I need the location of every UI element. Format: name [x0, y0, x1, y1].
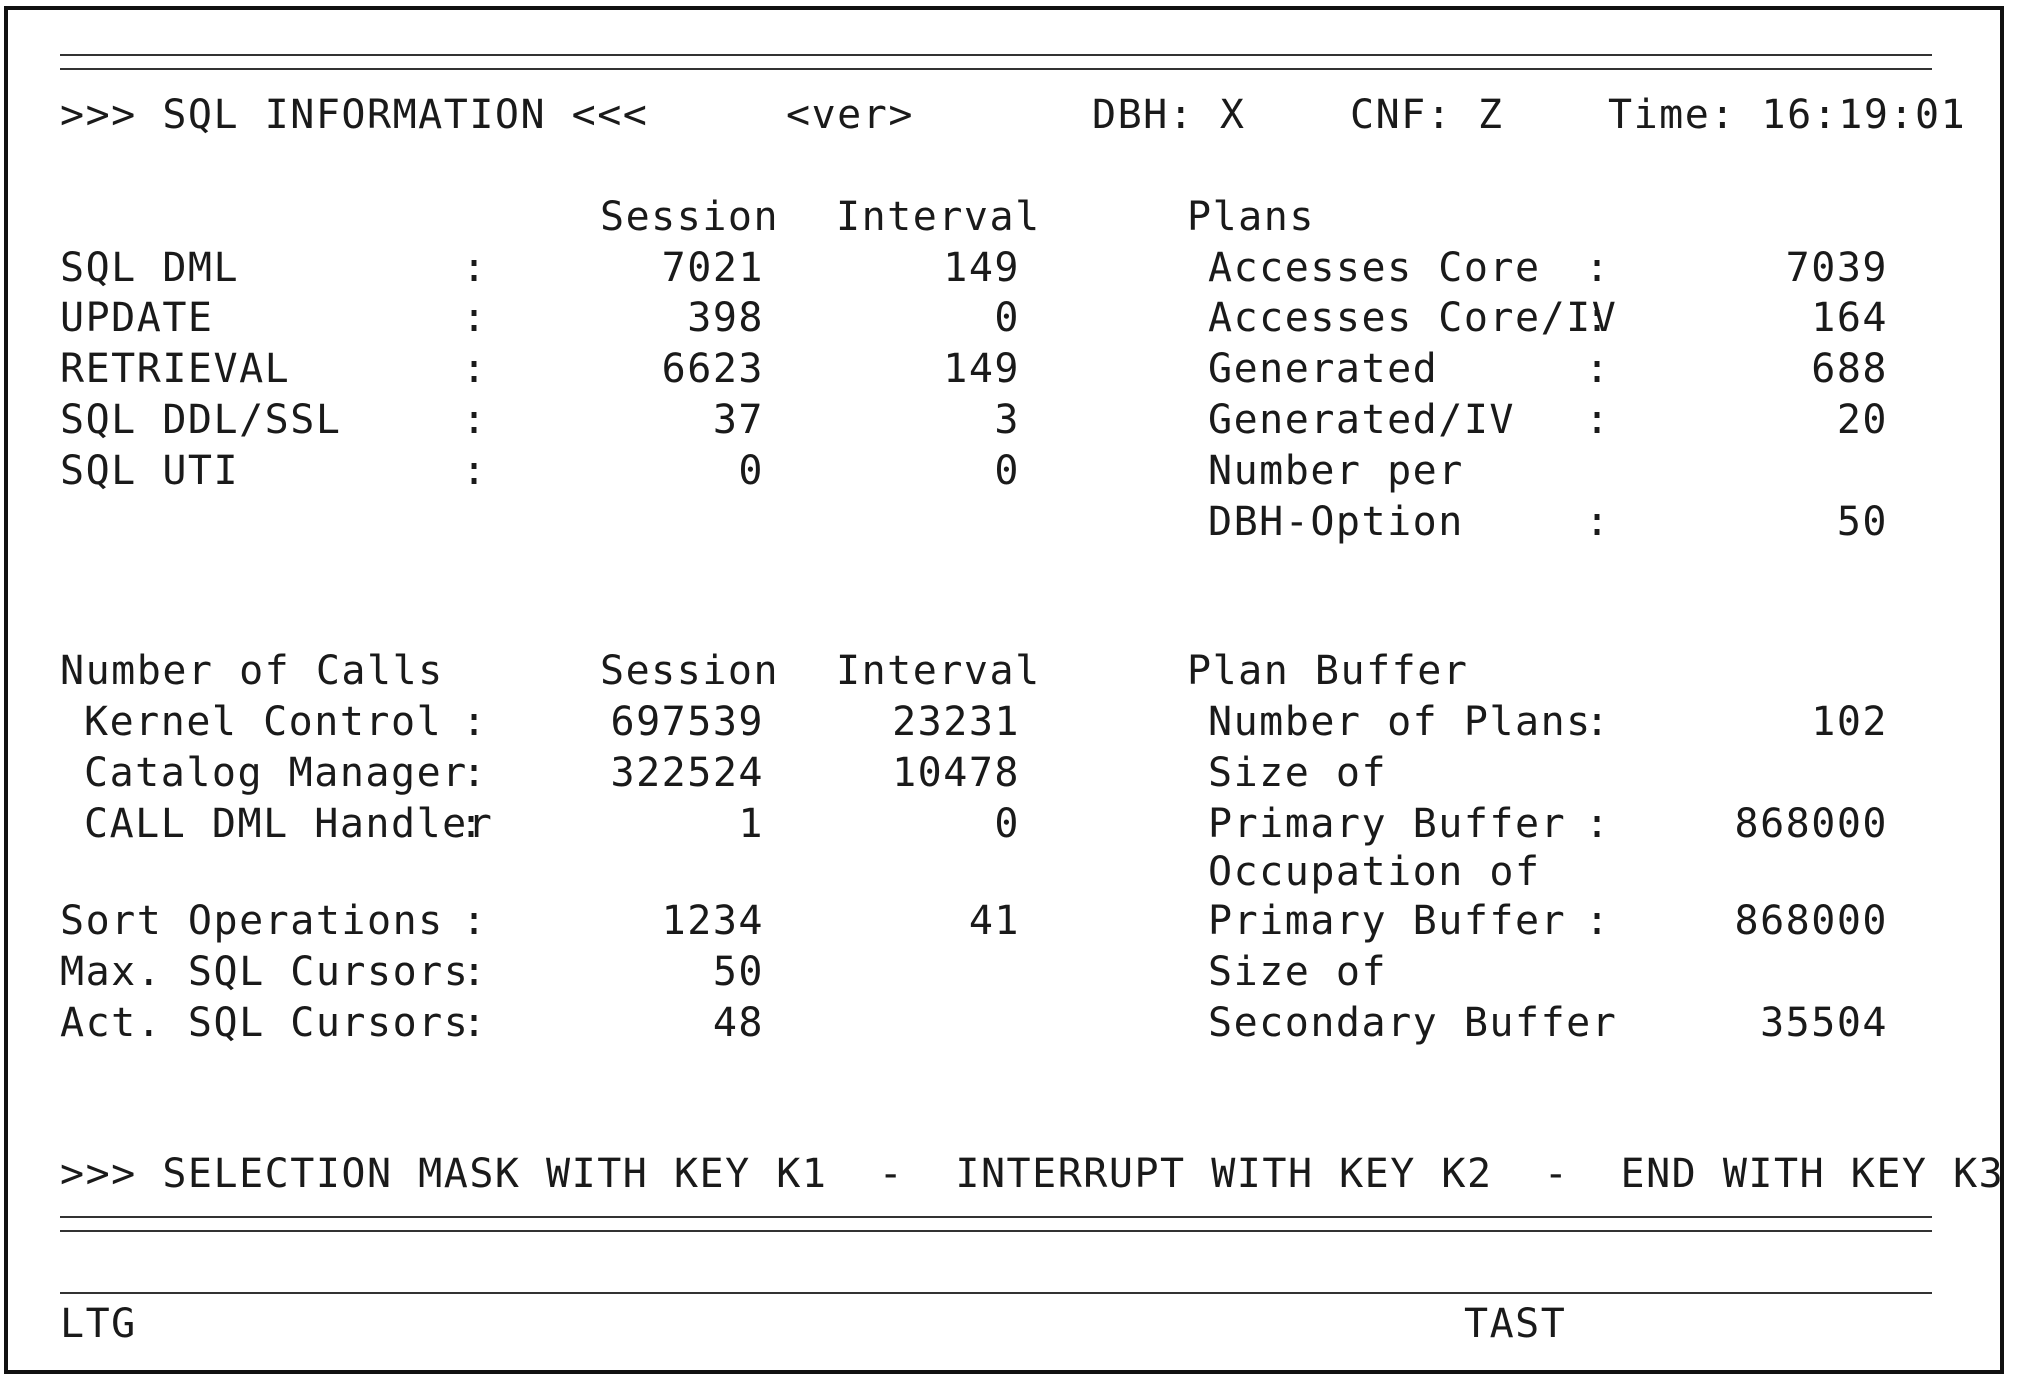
misc-row-colon: :: [462, 898, 488, 944]
top-double-rule: [60, 54, 1932, 70]
plans-row-value: 50: [1836, 499, 1888, 545]
calls-row-session: 322524: [610, 750, 764, 796]
sql-row-label: UPDATE: [60, 295, 214, 341]
misc-row-colon: :: [462, 1000, 488, 1046]
version-label: <ver>: [786, 92, 914, 138]
plans-row-label: Generated/IV: [1208, 397, 1515, 443]
misc-row-session: 50: [712, 949, 764, 995]
misc-row-label: Sort Operations: [60, 898, 444, 944]
plans-row-colon: :: [1585, 346, 1611, 392]
plan-buffer-row-label: Primary Buffer: [1208, 801, 1567, 847]
plan-buffer-row-value: 35504: [1760, 1000, 1888, 1046]
bottom-double-rule: [60, 1216, 1932, 1232]
sql-row-label: SQL DML: [60, 245, 240, 291]
calls-row-session: 697539: [610, 699, 764, 745]
calls-row-label: CALL DML Handler: [84, 801, 494, 847]
sql-row-interval: 0: [994, 295, 1020, 341]
plans-row-colon: :: [1585, 499, 1611, 545]
calls-row-label: Kernel Control: [84, 699, 443, 745]
sql-row-session: 7021: [661, 245, 764, 291]
plans-row-value: 20: [1836, 397, 1888, 443]
plans-row-label: Accesses Core: [1208, 245, 1541, 291]
plan-buffer-row-colon: :: [1585, 699, 1611, 745]
dbh-label: DBH: X: [1092, 92, 1246, 138]
calls-row-colon: :: [462, 699, 488, 745]
sql-row-label: SQL DDL/SSL: [60, 397, 342, 443]
plan-buffer-row-label: Primary Buffer: [1208, 898, 1567, 944]
plans-row-value: 7039: [1785, 245, 1888, 291]
sql-row-session: 37: [712, 397, 764, 443]
plan-buffer-heading: Plan Buffer: [1187, 648, 1469, 694]
plans-row-label: Number per: [1208, 448, 1464, 494]
sql-row-colon: :: [462, 245, 488, 291]
calls-col-session-header: Session: [600, 648, 780, 694]
misc-row-label: Max. SQL Cursors: [60, 949, 470, 995]
sql-row-interval: 149: [943, 245, 1020, 291]
plans-row-colon: :: [1585, 397, 1611, 443]
calls-heading: Number of Calls: [60, 648, 444, 694]
calls-row-colon: :: [459, 801, 485, 847]
plan-buffer-row-label: Size of: [1208, 750, 1388, 796]
plan-buffer-row-value: 102: [1811, 699, 1888, 745]
plans-row-label: Accesses Core/IV: [1208, 295, 1618, 341]
calls-row-interval: 0: [994, 801, 1020, 847]
sql-row-label: SQL UTI: [60, 448, 240, 494]
time-label: Time: 16:19:01: [1608, 92, 1967, 138]
calls-row-interval: 10478: [892, 750, 1020, 796]
cnf-label: CNF: Z: [1350, 92, 1504, 138]
plan-buffer-row-label: Number of Plans: [1208, 699, 1592, 745]
plan-buffer-row-colon: :: [1585, 898, 1611, 944]
terminal-frame: [4, 6, 2004, 1374]
calls-row-colon: :: [462, 750, 488, 796]
sql-row-colon: :: [462, 346, 488, 392]
misc-row-label: Act. SQL Cursors: [60, 1000, 470, 1046]
sql-row-interval: 3: [994, 397, 1020, 443]
plans-heading: Plans: [1187, 194, 1315, 240]
plan-buffer-row-value: 868000: [1734, 801, 1888, 847]
plans-row-label: Generated: [1208, 346, 1439, 392]
calls-row-interval: 23231: [892, 699, 1020, 745]
plans-row-value: 688: [1811, 346, 1888, 392]
plan-buffer-row-label: Secondary Buffer: [1208, 1000, 1618, 1046]
status-left-ltg: LTG: [60, 1301, 137, 1347]
plans-row-colon: :: [1585, 295, 1611, 341]
sql-row-interval: 0: [994, 448, 1020, 494]
sql-col-session-header: Session: [600, 194, 780, 240]
calls-row-label: Catalog Manager: [84, 750, 468, 796]
misc-row-interval: 41: [968, 898, 1020, 944]
status-line-separator: [60, 1292, 1932, 1294]
function-key-hints: >>> SELECTION MASK WITH KEY K1 - INTERRU…: [60, 1151, 2020, 1197]
sql-row-session: 398: [687, 295, 764, 341]
plans-row-value: 164: [1811, 295, 1888, 341]
screen-title: >>> SQL INFORMATION <<<: [60, 92, 649, 138]
sql-row-colon: :: [462, 295, 488, 341]
status-right-tast: TAST: [1464, 1301, 1567, 1347]
calls-row-session: 1: [738, 801, 764, 847]
sql-col-interval-header: Interval: [836, 194, 1041, 240]
calls-col-interval-header: Interval: [836, 648, 1041, 694]
misc-row-colon: :: [462, 949, 488, 995]
sql-row-session: 0: [738, 448, 764, 494]
plans-row-label: DBH-Option: [1208, 499, 1464, 545]
misc-row-session: 1234: [661, 898, 764, 944]
sql-row-colon: :: [462, 397, 488, 443]
sql-row-interval: 149: [943, 346, 1020, 392]
sql-row-session: 6623: [661, 346, 764, 392]
plans-row-colon: :: [1585, 245, 1611, 291]
sql-row-label: RETRIEVAL: [60, 346, 291, 392]
plan-buffer-row-value: 868000: [1734, 898, 1888, 944]
plan-buffer-row-label: Size of: [1208, 949, 1388, 995]
misc-row-session: 48: [712, 1000, 764, 1046]
plan-buffer-row-colon: :: [1585, 801, 1611, 847]
sql-row-colon: :: [462, 448, 488, 494]
plan-buffer-row-label: Occupation of: [1208, 849, 1541, 895]
